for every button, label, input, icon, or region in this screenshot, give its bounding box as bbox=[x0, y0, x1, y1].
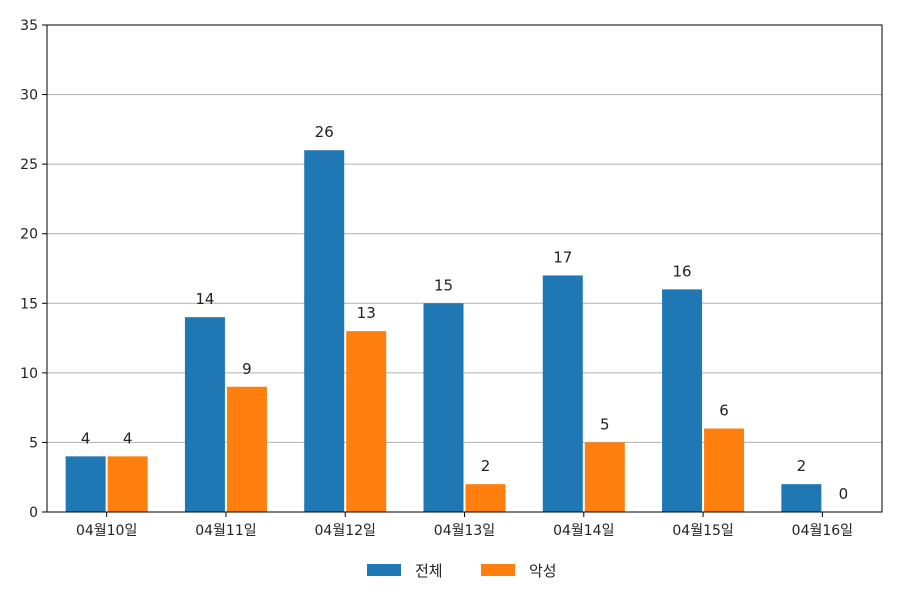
bar-total bbox=[65, 456, 106, 512]
legend: 전체 악성 bbox=[367, 562, 557, 580]
bar-value-label: 0 bbox=[839, 485, 849, 503]
bar-malicious bbox=[465, 484, 506, 512]
bar-total bbox=[184, 317, 225, 512]
bar-malicious bbox=[107, 456, 148, 512]
bar-value-label: 6 bbox=[719, 402, 729, 420]
legend-swatch bbox=[367, 564, 401, 576]
bar-value-label: 4 bbox=[123, 429, 133, 447]
bar-value-label: 4 bbox=[81, 429, 91, 447]
y-tick-label: 35 bbox=[20, 18, 38, 34]
y-tick-label: 10 bbox=[20, 366, 38, 382]
legend-label: 악성 bbox=[529, 562, 557, 580]
legend-swatch bbox=[481, 564, 515, 576]
bar-value-label: 13 bbox=[357, 304, 376, 322]
y-tick-label: 30 bbox=[20, 88, 38, 104]
x-tick-label: 04월12일 bbox=[315, 523, 376, 539]
y-tick-label: 5 bbox=[29, 435, 38, 451]
bars bbox=[65, 150, 822, 512]
bar-value-label: 26 bbox=[315, 123, 334, 141]
bar-malicious bbox=[226, 386, 267, 512]
bar-value-label: 14 bbox=[195, 290, 214, 308]
x-tick-label: 04월15일 bbox=[672, 523, 733, 539]
y-tick-label: 0 bbox=[29, 505, 38, 521]
bar-value-label: 17 bbox=[553, 248, 572, 266]
bar-total bbox=[662, 289, 703, 512]
bar-total bbox=[781, 484, 822, 512]
bar-malicious bbox=[584, 442, 625, 512]
bar-value-label: 5 bbox=[600, 415, 610, 433]
y-tick-label: 15 bbox=[20, 296, 38, 312]
bar-value-label: 2 bbox=[481, 457, 491, 475]
bar-value-label: 16 bbox=[673, 262, 692, 280]
bar-total bbox=[304, 150, 345, 512]
bar-malicious bbox=[704, 428, 745, 512]
bar-value-label: 15 bbox=[434, 276, 453, 294]
legend-label: 전체 bbox=[415, 562, 443, 580]
bar-value-label: 2 bbox=[797, 457, 807, 475]
bar-total bbox=[423, 303, 464, 512]
x-tick-label: 04월14일 bbox=[553, 523, 614, 539]
bar-total bbox=[542, 275, 583, 512]
plot-frame bbox=[46, 24, 883, 513]
x-tick-label: 04월13일 bbox=[434, 523, 495, 539]
y-tick-label: 20 bbox=[20, 227, 38, 243]
bar-value-label: 9 bbox=[242, 360, 252, 378]
grid-lines bbox=[47, 94, 882, 443]
bar-malicious bbox=[346, 331, 387, 512]
x-tick-label: 04월16일 bbox=[792, 523, 853, 539]
y-tick-label: 25 bbox=[20, 157, 38, 173]
data-labels: 4 4 14 9 26 13 15 2 17 5 16 6 2 0 bbox=[81, 123, 848, 503]
x-tick-label: 04월11일 bbox=[195, 523, 256, 539]
x-tick-label: 04월10일 bbox=[76, 523, 137, 539]
